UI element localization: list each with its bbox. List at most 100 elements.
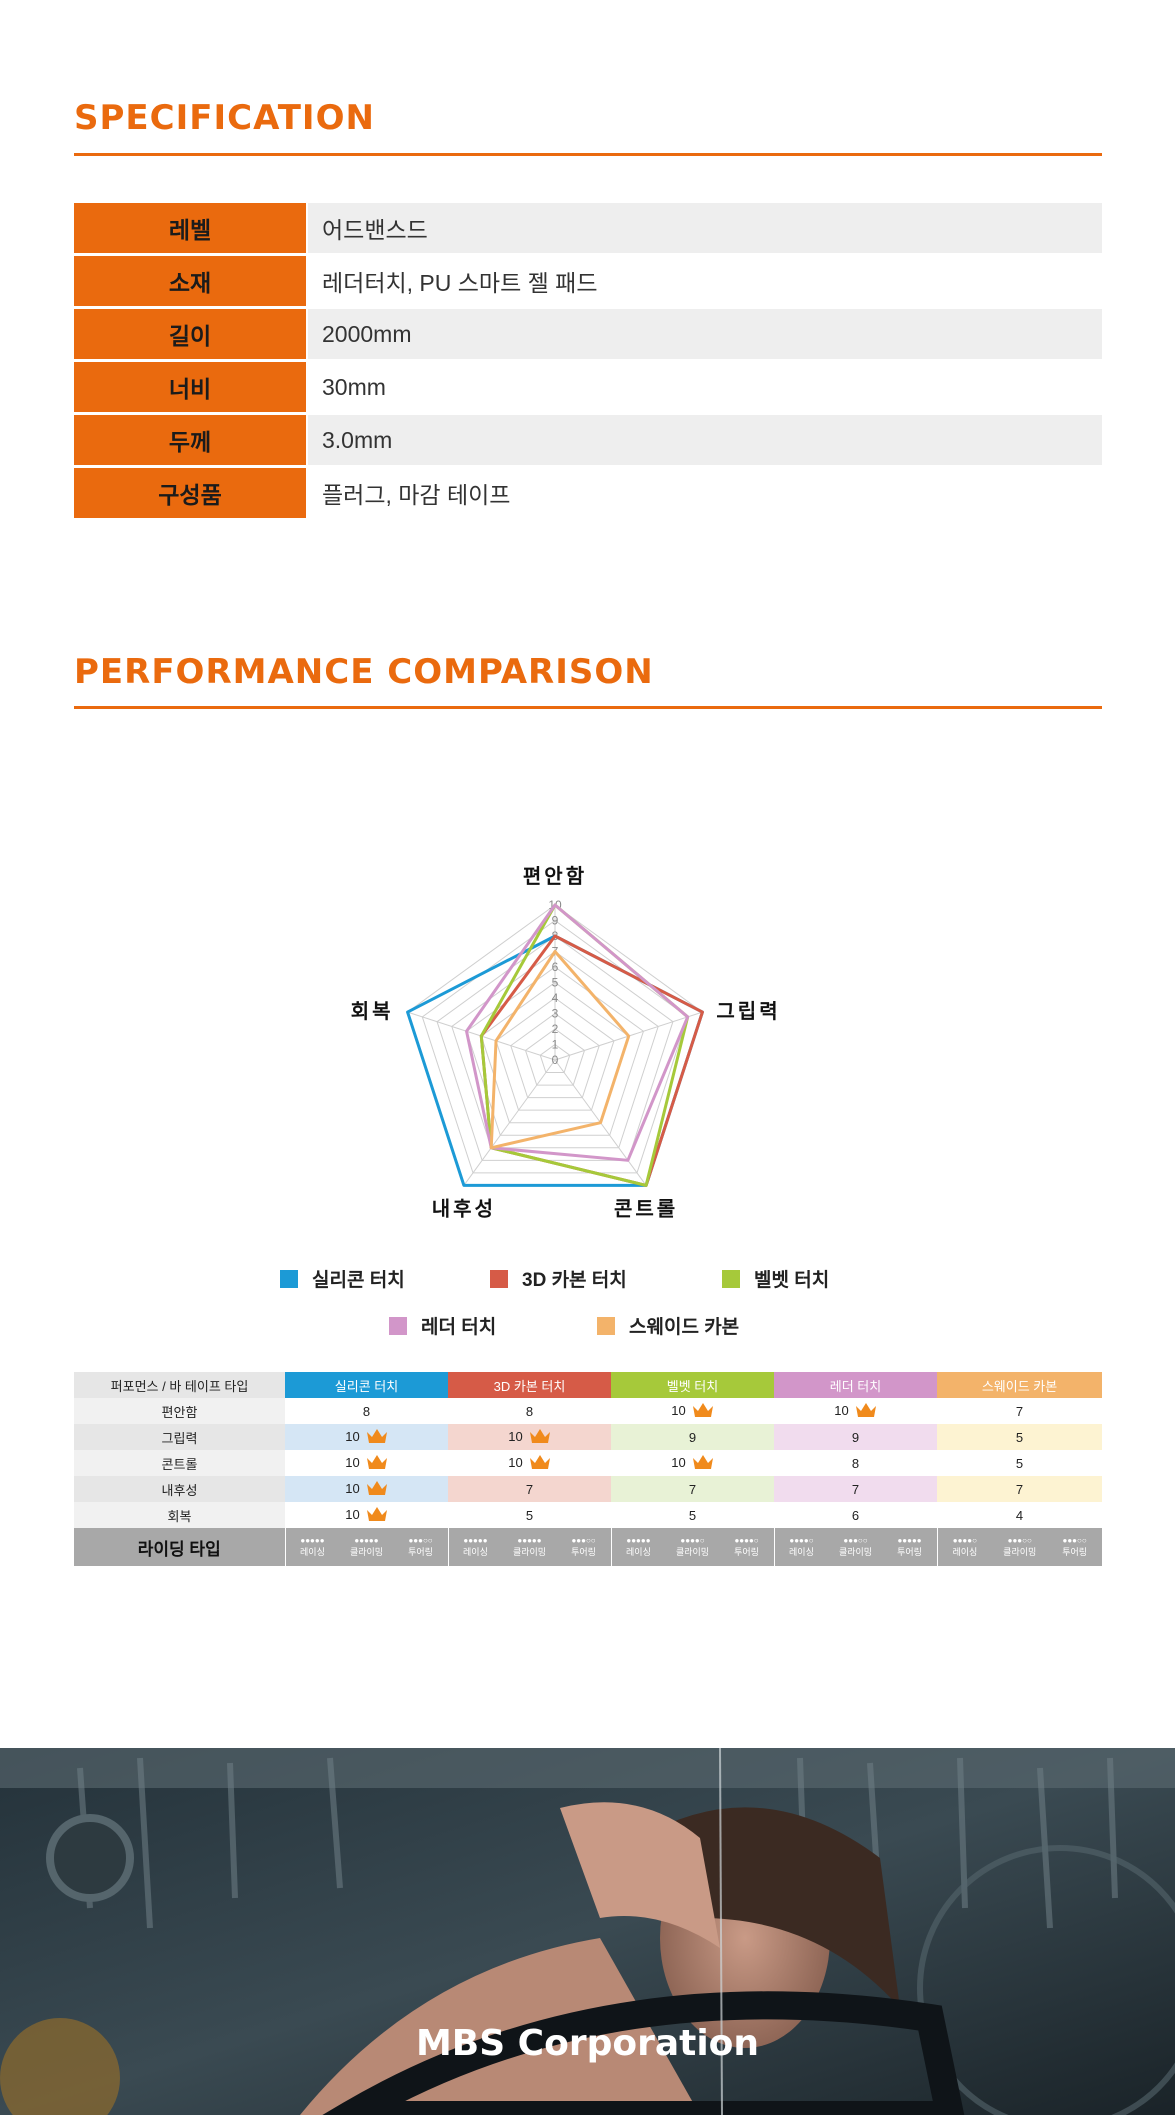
cell-value: 4 <box>1015 1507 1024 1523</box>
cell-value: 5 <box>525 1507 534 1523</box>
spec-key: 소재 <box>74 256 306 306</box>
riding-type-label: 투어링 <box>897 1547 922 1557</box>
radar-grid-ring <box>465 966 645 1136</box>
radar-axis-line <box>463 1059 556 1186</box>
crown-icon <box>366 1506 388 1525</box>
riding-type-rating: ●●●●● 클라이밍 <box>350 1536 383 1558</box>
radar-axis-label: 회복 <box>351 999 394 1023</box>
cell-value: 7 <box>525 1481 534 1497</box>
crown-icon <box>529 1454 551 1473</box>
rating-dots: ●●●○○ <box>408 1536 433 1545</box>
legend-swatch <box>389 1316 407 1335</box>
cell-value: 10 <box>345 1454 360 1470</box>
riding-type-rating: ●●●●● 투어링 <box>897 1536 922 1558</box>
riding-type-label: 클라이밍 <box>675 1547 710 1557</box>
riding-type-row: 라이딩 타입 ●●●●● 레이싱 ●●●●● 클라이밍 ●●●○○ 투어링 ●●●●● 레이싱 ●… <box>74 1528 1102 1566</box>
spec-key: 레벨 <box>74 203 306 253</box>
spec-row: 두께 3.0mm <box>74 415 1102 465</box>
rating-dots: ●●●●● <box>626 1536 651 1545</box>
cell-value: 9 <box>688 1429 697 1445</box>
riding-type-rating: ●●●●● 레이싱 <box>300 1536 325 1558</box>
riding-type-label: 클라이밍 <box>1003 1547 1037 1557</box>
riding-type-rating: ●●●○○ 투어링 <box>408 1536 433 1558</box>
table-cell: 10 <box>285 1450 448 1476</box>
row-label: 콘트롤 <box>74 1450 285 1476</box>
row-label: 내후성 <box>74 1476 285 1502</box>
spec-key: 길이 <box>74 309 306 359</box>
legend-item: 레더 터치 <box>389 1312 496 1339</box>
rating-dots: ●●●○○ <box>843 1536 868 1545</box>
riding-type-rating: ●●●○○ 클라이밍 <box>839 1536 872 1558</box>
table-cell: 7 <box>937 1476 1102 1502</box>
table-cell: 7 <box>774 1476 937 1502</box>
riding-type-label: 클라이밍 <box>512 1547 547 1557</box>
riding-type-cell: ●●●●○ 레이싱 ●●●○○ 클라이밍 ●●●○○ 투어링 <box>936 1528 1102 1566</box>
radar-tick-label: 9 <box>552 914 559 928</box>
table-cell: 5 <box>937 1424 1102 1450</box>
column-header: 레더 터치 <box>774 1372 937 1398</box>
cell-value: 10 <box>671 1402 686 1418</box>
radar-grid-ring <box>539 1043 571 1074</box>
radar-series-line <box>465 903 690 1162</box>
radar-grid-ring <box>524 1028 586 1086</box>
cell-value: 5 <box>688 1507 697 1523</box>
cell-value: 7 <box>1015 1403 1024 1419</box>
legend-label: 스웨이드 카본 <box>629 1317 740 1338</box>
riding-type-rating: ●●●●● 레이싱 <box>626 1536 651 1558</box>
spec-value: 어드밴스드 <box>308 203 1102 253</box>
workshop-photo-image <box>0 1748 1175 2115</box>
spec-value: 플러그, 마감 테이프 <box>308 468 1102 518</box>
riding-type-label: 클라이밍 <box>349 1547 384 1557</box>
spec-table: 레벨 어드밴스드 소재 레더터치, PU 스마트 젤 패드 길이 2000mm … <box>74 203 1102 521</box>
cell-value: 9 <box>851 1429 860 1445</box>
table-cell: 8 <box>285 1398 448 1424</box>
table-cell: 10 <box>448 1450 611 1476</box>
row-label: 편안함 <box>74 1398 285 1424</box>
radar-grid-ring <box>510 1012 600 1099</box>
cell-value: 10 <box>508 1454 523 1470</box>
legend-swatch <box>597 1316 615 1335</box>
table-cell: 10 <box>448 1424 611 1450</box>
riding-type-rating: ●●●●○ 레이싱 <box>789 1536 814 1558</box>
riding-type-cell: ●●●●● 레이싱 ●●●●● 클라이밍 ●●●○○ 투어링 <box>284 1528 448 1566</box>
table-row: 그립력 10 10 9 9 5 <box>74 1424 1102 1450</box>
riding-type-label: 클라이밍 <box>838 1547 873 1557</box>
riding-type-rating: ●●●●○ 투어링 <box>734 1536 759 1558</box>
column-header: 3D 카본 터치 <box>448 1372 611 1398</box>
spec-value: 레더터치, PU 스마트 젤 패드 <box>308 256 1102 306</box>
spec-key: 너비 <box>74 362 306 412</box>
table-cell: 10 <box>611 1450 774 1476</box>
table-cell: 5 <box>448 1502 611 1528</box>
crown-icon <box>692 1454 714 1473</box>
spec-title: SPECIFICATION <box>74 98 375 138</box>
radar-series-line <box>489 950 631 1150</box>
row-label: 그립력 <box>74 1424 285 1450</box>
riding-type-rating: ●●●●● 레이싱 <box>463 1536 488 1558</box>
cell-value: 8 <box>851 1455 860 1471</box>
legend-label: 벨벳 터치 <box>754 1270 830 1291</box>
workshop-photo: MBS Corporation <box>0 1748 1175 2115</box>
riding-type-cell: ●●●●● 레이싱 ●●●●● 클라이밍 ●●●○○ 투어링 <box>447 1528 611 1566</box>
legend-label: 3D 카본 터치 <box>522 1270 627 1291</box>
radar-grid-ring <box>495 997 615 1111</box>
spec-row: 레벨 어드밴스드 <box>74 203 1102 253</box>
radar-axis-label: 편안함 <box>523 864 587 888</box>
riding-type-rating: ●●●○○ 투어링 <box>571 1536 596 1558</box>
table-cell: 9 <box>774 1424 937 1450</box>
table-cell: 5 <box>611 1502 774 1528</box>
riding-type-label: 레이싱 <box>952 1547 978 1557</box>
radar-tick-label: 2 <box>552 1022 559 1036</box>
table-cell: 7 <box>611 1476 774 1502</box>
radar-axis-label: 내후성 <box>432 1196 496 1220</box>
cell-value: 7 <box>688 1481 697 1497</box>
cell-value: 5 <box>1015 1429 1024 1445</box>
table-cell: 10 <box>611 1398 774 1424</box>
rating-dots: ●●●○○ <box>1062 1536 1087 1545</box>
column-header: 벨벳 터치 <box>611 1372 774 1398</box>
legend-item: 벨벳 터치 <box>722 1265 829 1292</box>
legend-item: 3D 카본 터치 <box>490 1265 627 1292</box>
riding-type-label: 투어링 <box>1062 1547 1088 1557</box>
table-cell: 7 <box>937 1398 1102 1424</box>
rating-dots: ●●●●● <box>463 1536 488 1545</box>
radar-axis-label: 그립력 <box>716 999 780 1023</box>
